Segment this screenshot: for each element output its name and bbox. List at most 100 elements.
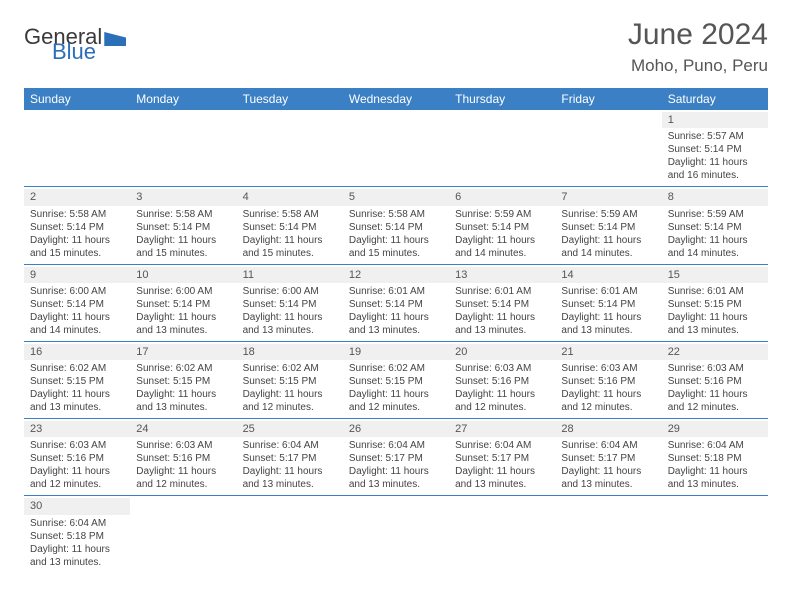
day-number: 17: [130, 344, 236, 360]
logo-flag-icon: [104, 32, 126, 46]
sunrise-text: Sunrise: 6:02 AM: [136, 362, 230, 375]
day2-text: and 13 minutes.: [136, 324, 230, 337]
sunrise-text: Sunrise: 6:04 AM: [668, 439, 762, 452]
day1-text: Daylight: 11 hours: [668, 311, 762, 324]
day2-text: and 15 minutes.: [243, 247, 337, 260]
calendar-row: 2Sunrise: 5:58 AMSunset: 5:14 PMDaylight…: [24, 187, 768, 264]
calendar-cell: 3Sunrise: 5:58 AMSunset: 5:14 PMDaylight…: [130, 187, 236, 264]
calendar-cell-empty: [449, 110, 555, 187]
day-number: 8: [662, 189, 768, 205]
calendar-cell-empty: [343, 496, 449, 573]
day-number: 26: [343, 421, 449, 437]
day1-text: Daylight: 11 hours: [349, 465, 443, 478]
day1-text: Daylight: 11 hours: [455, 311, 549, 324]
sunset-text: Sunset: 5:15 PM: [668, 298, 762, 311]
day-number: 22: [662, 344, 768, 360]
day2-text: and 12 minutes.: [30, 478, 124, 491]
calendar-cell: 9Sunrise: 6:00 AMSunset: 5:14 PMDaylight…: [24, 264, 130, 341]
calendar-row: 16 Sunrise: 6:02 AM Sunset: 5:15 PM Dayligh…: [24, 341, 768, 418]
page-title: June 2024: [628, 18, 768, 52]
sunset-text: Sunset: 5:18 PM: [30, 530, 124, 543]
weekday-header: Friday: [555, 88, 661, 110]
calendar-cell: 7Sunrise: 5:59 AMSunset: 5:14 PMDaylight…: [555, 187, 661, 264]
header: General Blue June 2024 Moho, Puno, Peru: [24, 18, 768, 76]
sunset-text: Sunset: 5:14 PM: [349, 298, 443, 311]
sunset-text: Sunset: 5:14 PM: [455, 298, 549, 311]
day2-text: and 13 minutes.: [349, 324, 443, 337]
calendar-cell: 11Sunrise: 6:00 AMSunset: 5:14 PMDayligh…: [237, 264, 343, 341]
sunrise-text: Sunrise: 6:03 AM: [668, 362, 762, 375]
calendar-cell: 17Sunrise: 6:02 AMSunset: 5:15 PMDayligh…: [130, 341, 236, 418]
sunrise-text: Sunrise: 5:58 AM: [136, 208, 230, 221]
day2-text: and 12 minutes.: [136, 478, 230, 491]
day1-text: Daylight: 11 hours: [561, 234, 655, 247]
sunset-text: Sunset: 5:14 PM: [561, 221, 655, 234]
sunrise-text: Sunrise: 5:58 AM: [30, 208, 124, 221]
calendar-cell-empty: [237, 110, 343, 187]
day2-text: and 12 minutes.: [243, 401, 337, 414]
sunset-text: Sunset: 5:15 PM: [30, 375, 124, 388]
day1-text: Daylight: 11 hours: [455, 465, 549, 478]
sunset-text: Sunset: 5:16 PM: [455, 375, 549, 388]
day2-text: and 14 minutes.: [30, 324, 124, 337]
location-text: Moho, Puno, Peru: [628, 56, 768, 76]
sunrise-text: Sunrise: 6:03 AM: [136, 439, 230, 452]
sunset-text: Sunset: 5:14 PM: [30, 221, 124, 234]
day2-text: and 15 minutes.: [349, 247, 443, 260]
sunrise-text: Sunrise: 6:02 AM: [349, 362, 443, 375]
day2-text: and 13 minutes.: [349, 478, 443, 491]
day2-text: and 13 minutes.: [30, 401, 124, 414]
day2-text: and 13 minutes.: [243, 478, 337, 491]
day1-text: Daylight: 11 hours: [455, 388, 549, 401]
calendar-cell-empty: [662, 496, 768, 573]
day-number: 6: [449, 189, 555, 205]
sunset-text: Sunset: 5:14 PM: [136, 298, 230, 311]
calendar-cell-empty: [555, 496, 661, 573]
day2-text: and 12 minutes.: [561, 401, 655, 414]
day1-text: Daylight: 11 hours: [668, 465, 762, 478]
calendar-cell-empty: [130, 496, 236, 573]
sunrise-text: Sunrise: 6:01 AM: [349, 285, 443, 298]
calendar-cell-empty: [237, 496, 343, 573]
day2-text: and 13 minutes.: [668, 478, 762, 491]
day1-text: Daylight: 11 hours: [243, 465, 337, 478]
sunset-text: Sunset: 5:14 PM: [455, 221, 549, 234]
day-number: 16: [24, 344, 130, 360]
calendar-cell: 1Sunrise: 5:57 AMSunset: 5:14 PMDaylight…: [662, 110, 768, 187]
day2-text: and 12 minutes.: [668, 401, 762, 414]
calendar-cell: 21Sunrise: 6:03 AMSunset: 5:16 PMDayligh…: [555, 341, 661, 418]
sunrise-text: Sunrise: 6:03 AM: [561, 362, 655, 375]
weekday-header: Tuesday: [237, 88, 343, 110]
calendar-cell: 23Sunrise: 6:03 AMSunset: 5:16 PMDayligh…: [24, 419, 130, 496]
calendar-cell: 10Sunrise: 6:00 AMSunset: 5:14 PMDayligh…: [130, 264, 236, 341]
sunset-text: Sunset: 5:14 PM: [561, 298, 655, 311]
day1-text: Daylight: 11 hours: [349, 388, 443, 401]
day-number: 12: [343, 267, 449, 283]
day-number: 4: [237, 189, 343, 205]
sunrise-text: Sunrise: 6:01 AM: [561, 285, 655, 298]
calendar-cell: 22Sunrise: 6:03 AMSunset: 5:16 PMDayligh…: [662, 341, 768, 418]
sunrise-text: Sunrise: 6:03 AM: [455, 362, 549, 375]
day-number: 1: [662, 112, 768, 128]
calendar-cell: 12 Sunrise: 6:01 AMSunset: 5:14 PMDayligh…: [343, 264, 449, 341]
day1-text: Daylight: 11 hours: [668, 234, 762, 247]
sunset-text: Sunset: 5:17 PM: [455, 452, 549, 465]
day-number: 25: [237, 421, 343, 437]
sunset-text: Sunset: 5:17 PM: [561, 452, 655, 465]
day2-text: and 13 minutes.: [243, 324, 337, 337]
day-number: 13: [449, 267, 555, 283]
calendar-cell: 4Sunrise: 5:58 AMSunset: 5:14 PMDaylight…: [237, 187, 343, 264]
weekday-header-row: Sunday Monday Tuesday Wednesday Thursday…: [24, 88, 768, 110]
calendar-cell-empty: [24, 110, 130, 187]
day1-text: Daylight: 11 hours: [30, 311, 124, 324]
day1-text: Daylight: 11 hours: [349, 311, 443, 324]
sunrise-text: Sunrise: 6:02 AM: [243, 362, 337, 375]
calendar-row: 30Sunrise: 6:04 AMSunset: 5:18 PMDayligh…: [24, 496, 768, 573]
day2-text: and 12 minutes.: [349, 401, 443, 414]
day-number: 11: [237, 267, 343, 283]
calendar-cell: 26Sunrise: 6:04 AMSunset: 5:17 PMDayligh…: [343, 419, 449, 496]
day2-text: and 13 minutes.: [668, 324, 762, 337]
day-number: 14: [555, 267, 661, 283]
day2-text: and 14 minutes.: [455, 247, 549, 260]
sunrise-text: Sunrise: 6:01 AM: [455, 285, 549, 298]
